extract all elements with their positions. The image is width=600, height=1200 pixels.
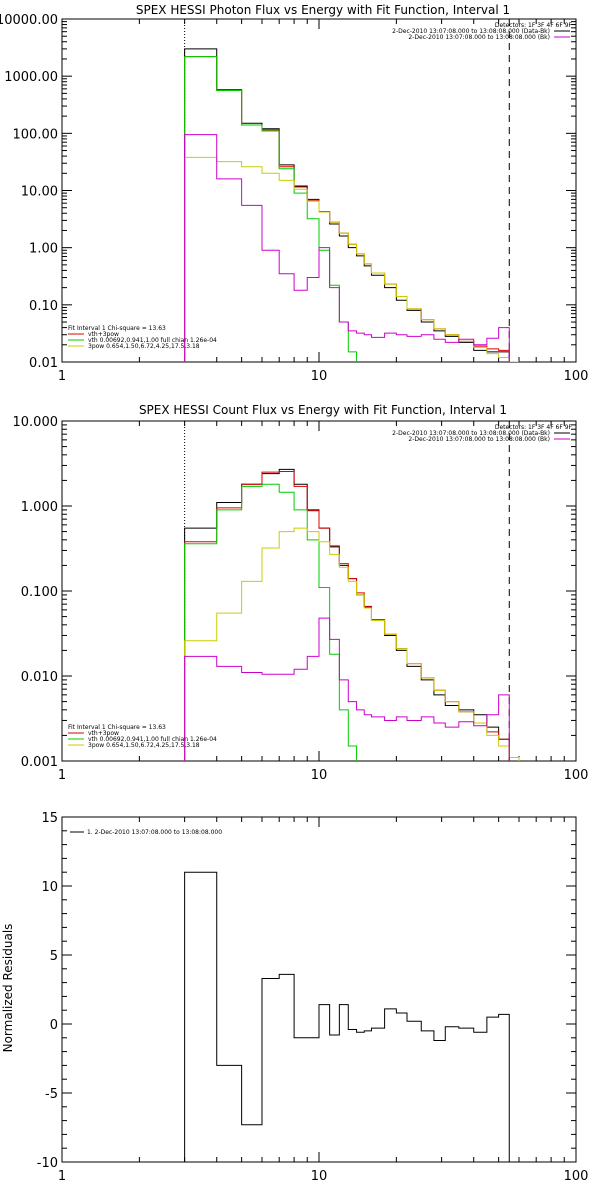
legend-detectors: Detectors: 1F 3F 4F 6F 9F xyxy=(495,22,573,29)
x-tick-label: 1 xyxy=(58,369,66,384)
residuals-plot-frame xyxy=(61,816,577,1163)
legend-fit-header: Fit Interval 1 Chi-square = 13.63 xyxy=(68,325,166,332)
series-step-line-3 xyxy=(184,156,519,362)
legend-entry-text: 1. 2-Dec-2010 13:07:08.000 to 13:08:08.0… xyxy=(87,829,222,836)
y-tick-label: 5 xyxy=(50,949,58,964)
legend-detectors: Detectors: 1F 3F 4F 6F 9F xyxy=(495,424,573,431)
x-tick-label: 100 xyxy=(564,1169,589,1184)
y-tick-label: -10 xyxy=(37,1156,58,1171)
series-step-line-4 xyxy=(184,134,510,362)
series-step-line-0 xyxy=(184,468,510,761)
y-tick-label: 0.10 xyxy=(29,299,58,314)
y-tick-label: 10 xyxy=(41,880,58,895)
photon-flux-panel: SPEX HESSI Photon Flux vs Energy with Fi… xyxy=(0,3,588,384)
x-tick-label: 1 xyxy=(58,768,66,783)
legend-entry-text: 2-Dec-2010 13:07:08.000 to 13:08:08.000 … xyxy=(392,28,550,35)
y-tick-label: 1.00 xyxy=(29,242,58,257)
y-tick-label: 15 xyxy=(41,811,58,826)
y-tick-label: 10.00 xyxy=(21,185,58,200)
photon-flux-plot-frame xyxy=(61,18,577,363)
y-tick-label: 10.000 xyxy=(13,415,59,430)
y-tick-label: 0 xyxy=(50,1018,58,1033)
series-step-line-4 xyxy=(184,617,510,761)
series-step-line-1 xyxy=(184,470,510,761)
series-step-line-1 xyxy=(184,56,510,362)
residuals-panel: Normalized Residuals 1 10 100 -10 -5 0 5 10 15 1.… xyxy=(1,811,588,1184)
series-step-line-0 xyxy=(184,48,510,362)
y-tick-label: 10000.00 xyxy=(0,13,58,28)
x-tick-label: 1 xyxy=(58,1169,66,1184)
series-step-line-2 xyxy=(184,483,358,761)
legend-entry-text: vth 0.00692,0.941,1.00 full chian 1.26e-… xyxy=(88,736,217,743)
x-tick-label: 10 xyxy=(311,768,328,783)
count-flux-title: SPEX HESSI Count Flux vs Energy with Fit… xyxy=(139,403,507,417)
legend-entry-text: 2-Dec-2010 13:07:08.000 to 13:08:08.000 … xyxy=(392,430,550,437)
legend-entry-text: 3pow 0.654,1.50,6.72,4.25,17.5,3.18 xyxy=(88,343,200,350)
y-tick-label: -5 xyxy=(45,1087,58,1102)
y-tick-label: 100.00 xyxy=(13,127,59,142)
x-tick-label: 100 xyxy=(564,768,589,783)
series-step-line-2 xyxy=(184,56,358,362)
series-step-line-0 xyxy=(184,871,510,1162)
legend-entry-text: vth+3pow xyxy=(88,331,119,338)
y-tick-label: 1000.00 xyxy=(4,70,58,85)
y-tick-label: 0.010 xyxy=(21,670,58,685)
legend-entry-text: 2-Dec-2010 13:07:08.000 to 13:08:08.000 … xyxy=(408,34,550,41)
x-tick-label: 10 xyxy=(311,369,328,384)
y-tick-label: 1.000 xyxy=(21,500,58,515)
x-tick-label: 100 xyxy=(564,369,589,384)
photon-flux-title: SPEX HESSI Photon Flux vs Energy with Fi… xyxy=(136,3,510,17)
legend-entry-text: 3pow 0.654,1.50,6.72,4.25,17.5,3.18 xyxy=(88,742,200,749)
count-flux-panel: SPEX HESSI Count Flux vs Energy with Fit… xyxy=(13,403,589,783)
residuals-y-axis-label: Normalized Residuals xyxy=(1,924,15,1053)
legend-entry-text: vth+3pow xyxy=(88,730,119,737)
x-tick-label: 10 xyxy=(311,1169,328,1184)
legend-fit-header: Fit Interval 1 Chi-square = 13.63 xyxy=(68,724,166,731)
legend-entry-text: 2-Dec-2010 13:07:08.000 to 13:08:08.000 … xyxy=(408,436,550,443)
legend-entry-text: vth 0.00692,0.941,1.00 full chian 1.26e-… xyxy=(88,337,217,344)
y-tick-label: 0.100 xyxy=(21,585,58,600)
series-step-line-3 xyxy=(184,527,520,761)
y-tick-label: 0.01 xyxy=(29,356,58,371)
y-tick-label: 0.001 xyxy=(21,755,58,770)
